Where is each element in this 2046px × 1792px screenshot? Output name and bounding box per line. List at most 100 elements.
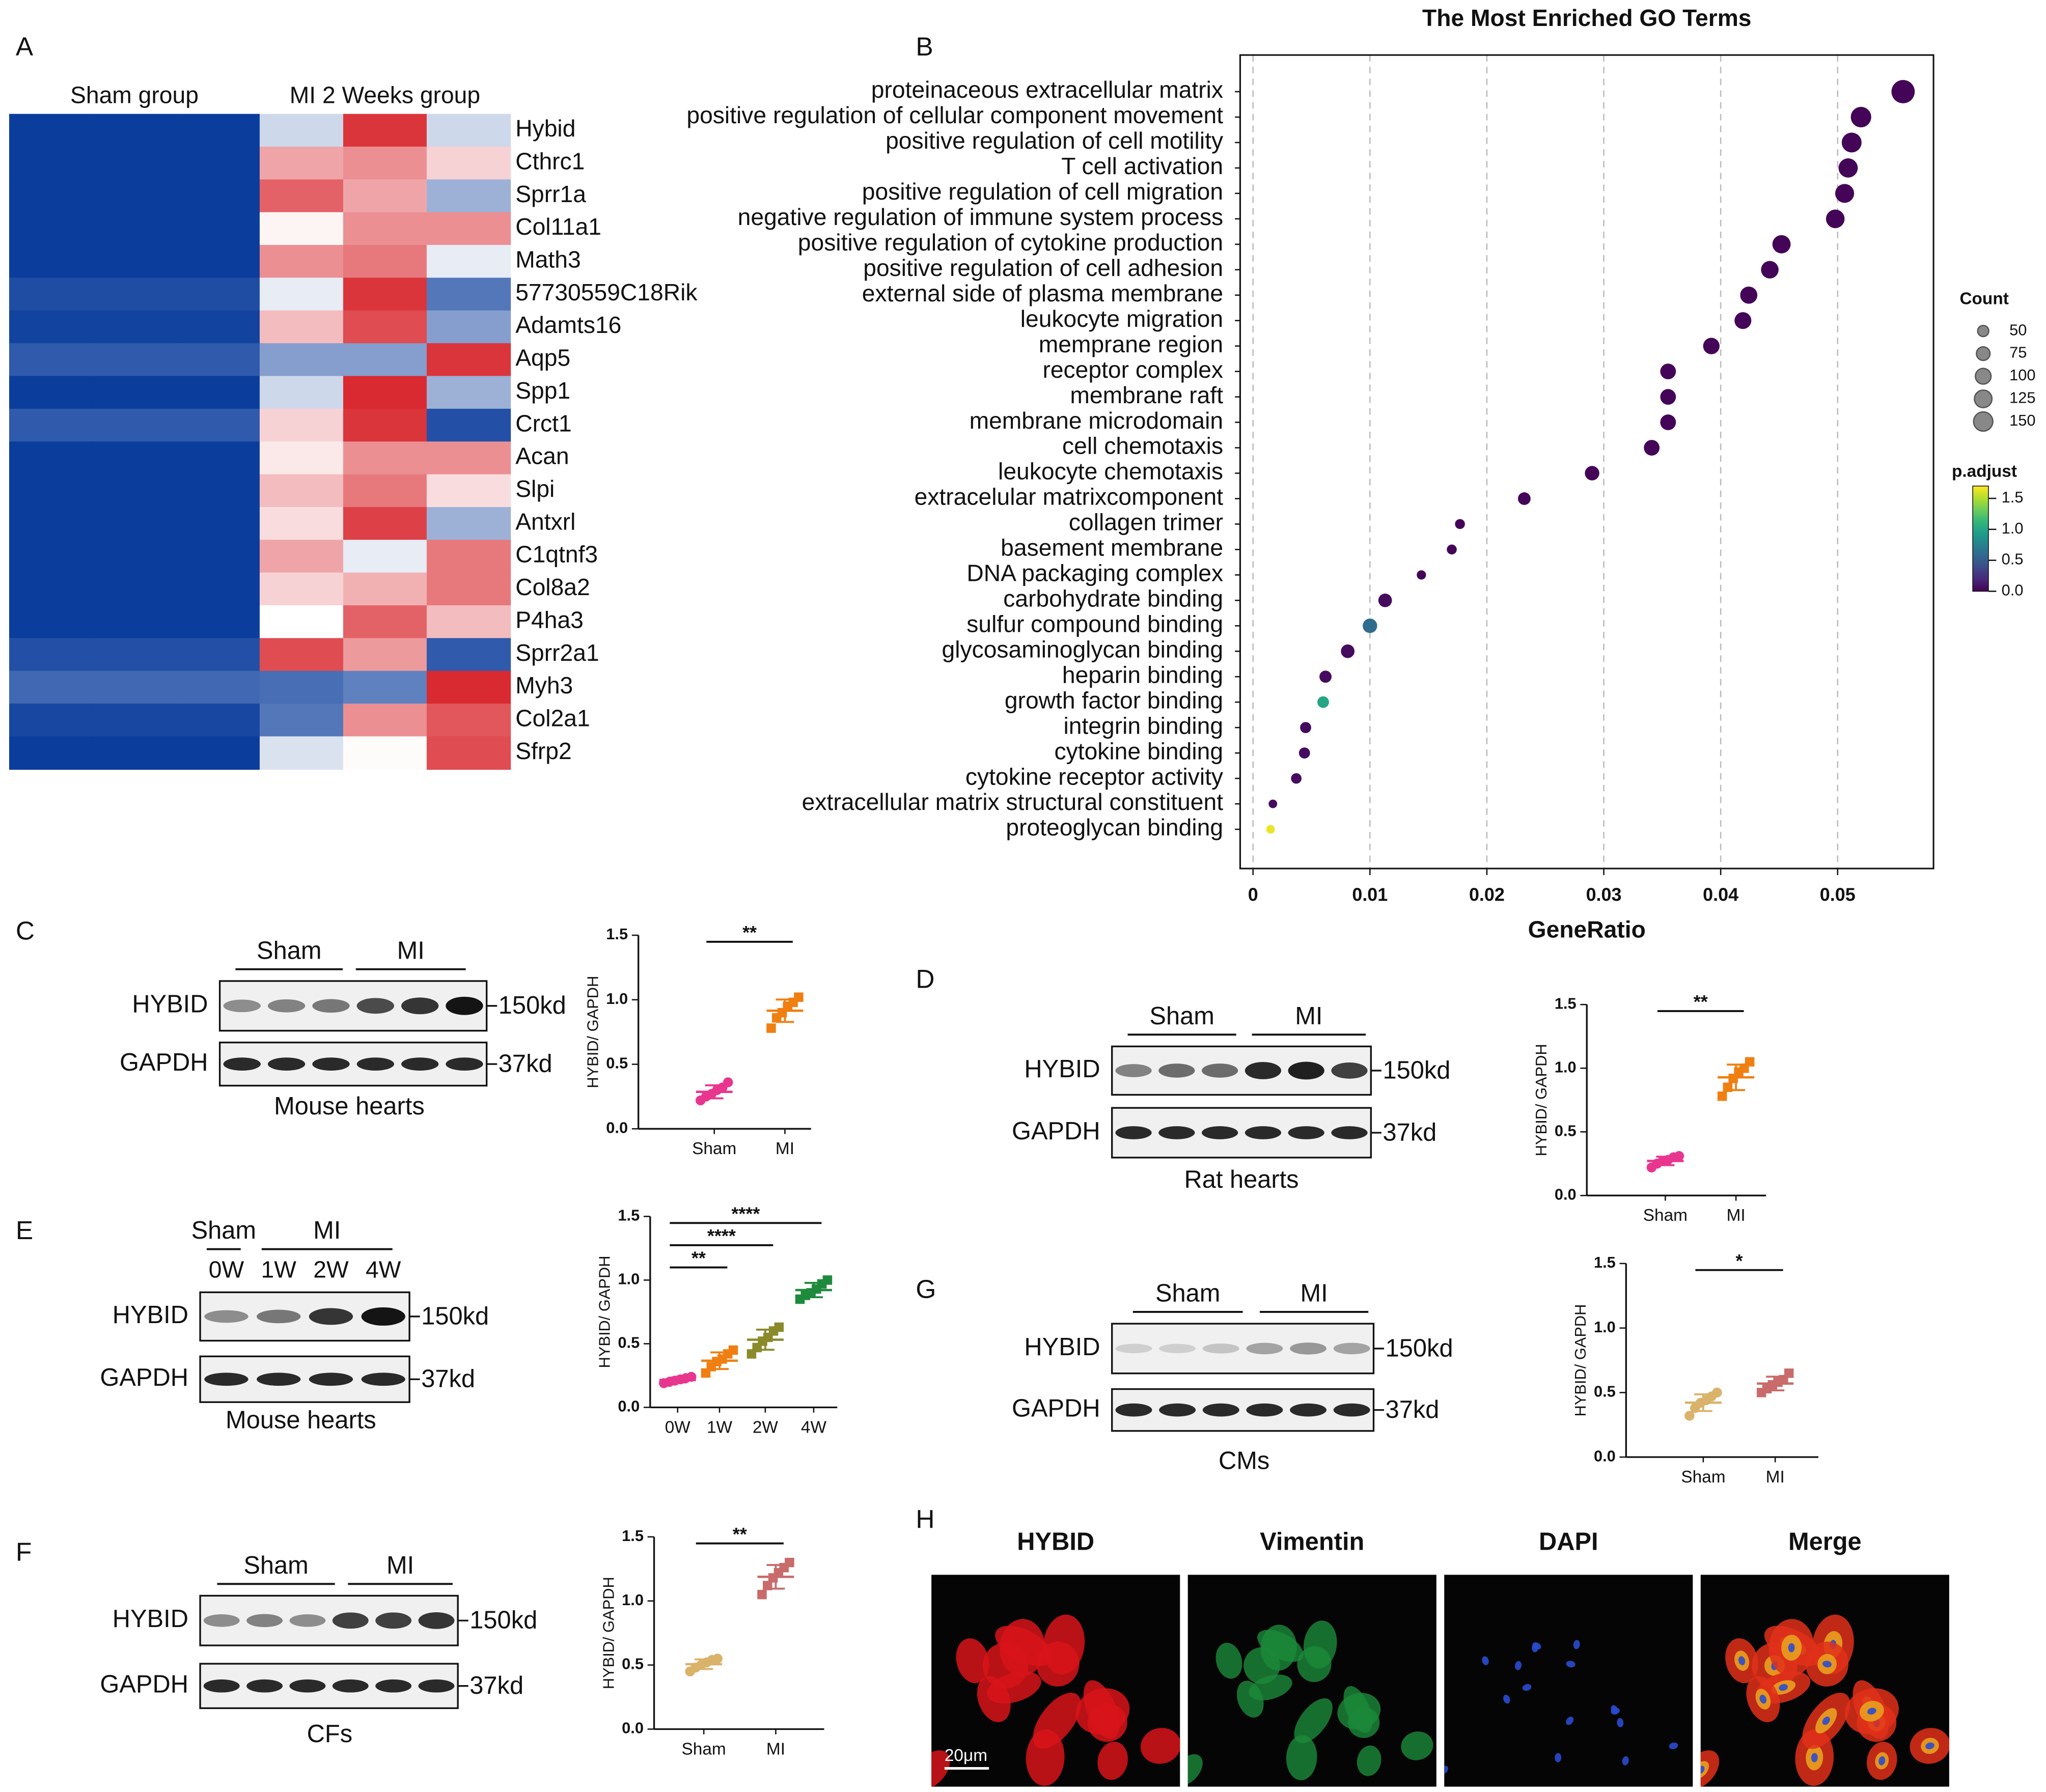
blot-band — [1158, 1063, 1195, 1078]
blot-band — [1333, 1342, 1370, 1355]
category-label: membrane microdomain — [970, 407, 1224, 434]
legend-label: 100 — [2009, 366, 2035, 384]
blot-caption: CFs — [307, 1720, 352, 1748]
legend-dot — [1974, 368, 1992, 385]
y-tick-label: 0.5 — [1594, 1383, 1616, 1401]
blot-band — [1202, 1403, 1239, 1417]
lane-label: 4W — [366, 1256, 401, 1283]
y-axis-label: HYBID/ GAPDH — [584, 976, 601, 1088]
heatmap-cell — [259, 704, 344, 737]
heatmap-cell — [92, 277, 177, 312]
colorbar-label: 0.0 — [2002, 581, 2024, 599]
heatmap-cell — [426, 441, 511, 475]
category-label: positive regulation of cell migration — [862, 178, 1223, 205]
nucleus — [1878, 1756, 1886, 1766]
heatmap-cell — [343, 114, 428, 148]
blot-band — [1115, 1403, 1152, 1417]
group-label: MI — [386, 1552, 414, 1579]
nucleus — [1555, 1753, 1562, 1762]
heatmap-cell — [259, 638, 344, 672]
row-label: Col2a1 — [515, 705, 590, 731]
dot — [1300, 722, 1311, 734]
size-label: 37kd — [1386, 1396, 1440, 1423]
channel-title: Vimentin — [1260, 1528, 1364, 1556]
blot-band — [1290, 1403, 1327, 1417]
heatmap-cell — [9, 670, 94, 705]
significance-label: ** — [1694, 991, 1708, 1012]
cells — [1187, 1620, 1433, 1786]
group-label: MI — [1301, 1279, 1328, 1307]
nucleus — [1514, 1661, 1522, 1670]
category-label: growth factor binding — [1005, 687, 1223, 713]
data-point — [728, 1345, 738, 1355]
category-label: proteinaceous extracellular matrix — [871, 76, 1223, 103]
heatmap-cell — [9, 507, 94, 541]
blot-band — [1246, 1403, 1283, 1417]
dot — [1319, 670, 1332, 683]
row-label: P4ha3 — [515, 606, 584, 633]
category-label: leukocyte migration — [1020, 305, 1223, 332]
blot-band — [401, 997, 439, 1015]
x-tick-label: 2W — [753, 1418, 779, 1437]
heatmap-cell — [343, 540, 428, 573]
cell-body — [977, 1676, 1011, 1722]
panel-label: B — [916, 32, 933, 61]
heatmap-cell — [176, 736, 261, 770]
dot — [1660, 389, 1676, 405]
cells — [1700, 1614, 1949, 1787]
category-label: DNA packaging complex — [966, 560, 1223, 586]
data-point — [757, 1589, 767, 1600]
nucleus — [1925, 1742, 1934, 1749]
blot-band — [1159, 1343, 1196, 1354]
blot-strip — [218, 1042, 488, 1087]
group-label: MI — [1295, 1002, 1322, 1030]
blot-band — [289, 1614, 326, 1627]
channel-title: DAPI — [1539, 1528, 1598, 1556]
blot-band — [1331, 1126, 1368, 1139]
nucleus — [1822, 1661, 1832, 1668]
heatmap-cell — [426, 572, 511, 606]
category-label: memprane region — [1039, 331, 1223, 357]
cells — [1444, 1640, 1678, 1774]
heatmap-cell — [92, 441, 177, 475]
heatmap-cell — [426, 114, 511, 148]
cell-body — [1286, 1735, 1317, 1780]
heatmap-cell — [343, 670, 428, 705]
heatmap-cell — [9, 736, 94, 770]
heatmap-cell — [343, 212, 428, 246]
category-label: positive regulation of cellular componen… — [686, 102, 1223, 128]
y-tick-label: 1.0 — [1594, 1318, 1616, 1336]
heatmap-cell — [259, 441, 344, 475]
legend-dot — [1974, 389, 1993, 409]
heatmap-cell — [92, 474, 177, 508]
category-label: positive regulation of cell adhesion — [863, 255, 1223, 281]
cells — [931, 1614, 1180, 1787]
category-label: membrane raft — [1070, 382, 1223, 408]
blot-band — [203, 1679, 240, 1693]
dot — [1761, 261, 1779, 279]
blot-band — [246, 1679, 283, 1693]
group-label: MI — [397, 937, 425, 964]
heatmap-cell — [176, 343, 261, 377]
heatmap-cell — [92, 147, 177, 180]
legend-dot — [1976, 346, 1991, 361]
cell-body — [1215, 1642, 1242, 1679]
y-tick-label: 0.0 — [618, 1397, 640, 1415]
blot-band — [418, 1679, 455, 1693]
heatmap-cell — [259, 212, 344, 246]
category-label: carbohydrate binding — [1003, 585, 1223, 612]
group-label: Sham — [1149, 1002, 1214, 1030]
heatmap-cell — [426, 638, 511, 672]
heatmap-cell — [92, 507, 177, 541]
heatmap-cell — [9, 310, 94, 344]
channel-title: HYBID — [1017, 1528, 1094, 1556]
dot — [1703, 338, 1720, 354]
data-point — [686, 1371, 697, 1382]
heatmap-cell — [9, 179, 94, 213]
cell-body — [1260, 1625, 1297, 1671]
heatmap-cell — [259, 343, 344, 377]
row-label: Hybid — [515, 115, 575, 142]
protein-label: GAPDH — [100, 1364, 188, 1391]
blot-strip — [199, 1663, 459, 1710]
dot — [1660, 363, 1676, 380]
